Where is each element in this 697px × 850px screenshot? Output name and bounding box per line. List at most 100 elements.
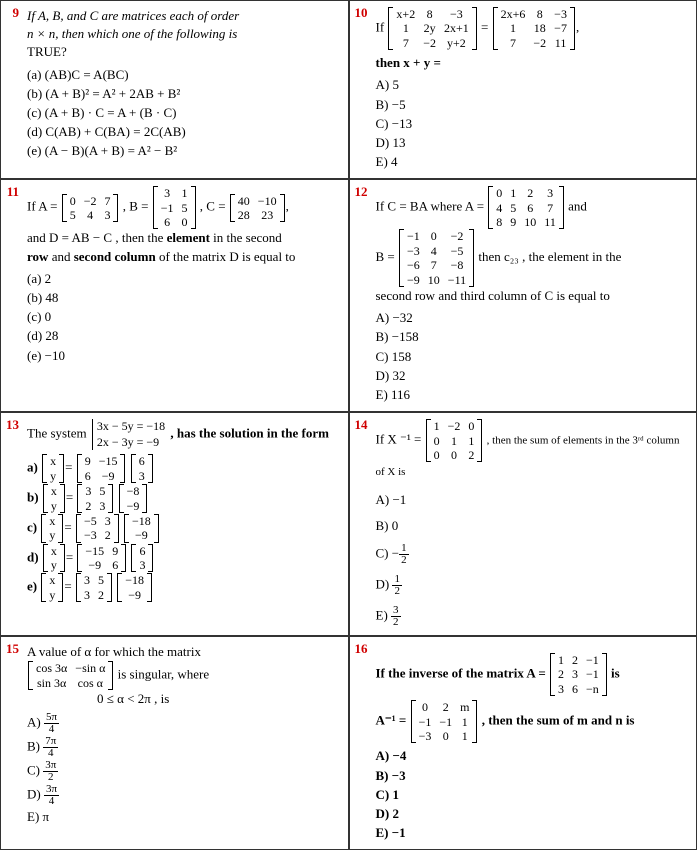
q13-a-m2: 63	[131, 454, 153, 483]
q15-l3: 0 ≤ α < 2π , is	[97, 690, 340, 708]
q13-s2: , has the solution in the form	[170, 426, 329, 441]
q11-a: (a) 2	[27, 270, 340, 288]
q13-eq-e: =	[64, 579, 71, 594]
q13-e-m1: 3532	[76, 573, 112, 602]
q15-Cd: 2	[43, 772, 58, 783]
q13-eq-d: =	[66, 549, 73, 564]
q13-eq-c: =	[64, 519, 71, 534]
q11-l2b: element	[167, 230, 210, 245]
q14-Cneg: −	[392, 546, 399, 561]
q15-Dlab: D)	[27, 787, 44, 802]
q13-xy-d: xy	[43, 544, 65, 573]
q9-l2: n × n, then which one of the following i…	[27, 26, 237, 41]
q10-eq: =	[481, 20, 488, 35]
q10-comma: ,	[576, 20, 579, 35]
q11-l2c: in the second	[210, 230, 282, 245]
qnum-9: 9	[0, 5, 19, 21]
q11-l3c: second column	[74, 249, 156, 264]
q14-Ed: 2	[391, 617, 401, 628]
q11-e: (e) −10	[27, 347, 340, 365]
q12-C: C) 158	[376, 348, 689, 366]
question-14: 14 If X ⁻¹ = 1−20011002 , then the sum o…	[349, 412, 697, 636]
qnum-15: 15	[0, 641, 19, 657]
q9-c: (c) (A + B) · C = A + (B · C)	[27, 104, 340, 122]
qnum-16: 16	[348, 641, 368, 657]
q9-l1: If A, B, and C are matrices each of orde…	[27, 8, 239, 23]
q16-p2: A⁻¹ =	[376, 713, 407, 728]
q9-a: (a) (AB)C = A(BC)	[27, 66, 340, 84]
q9-b: (b) (A + B)² = A² + 2AB + B²	[27, 85, 340, 103]
q11-b: (b) 48	[27, 289, 340, 307]
question-12: 12 If C = BA where A = 01234567891011 an…	[349, 179, 697, 412]
question-13: 13 The system 3x − 5y = −18 2x − 3y = −9…	[0, 412, 349, 636]
q10-D: D) 13	[376, 134, 689, 152]
q13-lc: c)	[27, 519, 37, 534]
q16-mAi: 02m−1−11−301	[411, 700, 478, 743]
q12-B: B) −158	[376, 328, 689, 346]
q14-B: B) 0	[376, 517, 689, 535]
q12-p1: If C = BA where A =	[376, 199, 485, 214]
q13-d-m1: −159−96	[77, 544, 126, 573]
q14-p2: , then the sum of elements in the 3ʳᵈ co…	[376, 435, 680, 479]
q11-l2a: and D = AB − C , then the	[27, 230, 167, 245]
q13-ld: d)	[27, 549, 39, 564]
q15-E: E) π	[27, 808, 340, 826]
q16-D: D) 2	[376, 806, 399, 821]
q12-p2: then c₂₃ , the element in the	[478, 249, 621, 264]
q15-m: cos 3α−sin αsin 3αcos α	[28, 661, 113, 690]
q15-Blab: B)	[27, 739, 43, 754]
q14-Efrac: 32	[391, 605, 401, 628]
q15-Cf: 3π2	[43, 760, 58, 783]
q13-a-m1: 9−156−9	[77, 454, 126, 483]
question-16: 16 If the inverse of the matrix A = 12−1…	[349, 636, 697, 850]
q14-Dlab: D)	[376, 577, 393, 592]
q13-e-m2: −18−9	[117, 573, 152, 602]
q15-Bd: 4	[43, 748, 58, 759]
q12-mA: 01234567891011	[488, 186, 564, 229]
q14-Dd: 2	[392, 586, 402, 597]
q12-Beq: B =	[376, 249, 395, 264]
q16-p1: If the inverse of the matrix A =	[376, 666, 546, 681]
question-15: 15 A value of α for which the matrix cos…	[0, 636, 349, 850]
q13-eq-a: =	[65, 460, 72, 475]
q11-mA: 0−27543	[62, 194, 119, 223]
q11-if: If A =	[27, 199, 57, 214]
q12-mB: −10−2−34−5−67−8−910−11	[399, 229, 474, 287]
q11-mB: 31−1560	[153, 186, 196, 229]
question-9: 9 If A, B, and C are matrices each of or…	[0, 0, 349, 179]
q16-B: B) −3	[376, 768, 406, 783]
q14-p1: If X ⁻¹ =	[376, 432, 422, 447]
q15-Clab: C)	[27, 763, 43, 778]
q15-Ad: 4	[44, 724, 59, 735]
q11-Ceq: , C =	[200, 199, 226, 214]
q13-sys: 3x − 5y = −18 2x − 3y = −9	[92, 419, 165, 450]
q13-lb: b)	[27, 490, 39, 505]
q14-A: A) −1	[376, 491, 689, 509]
q10-E: E) 4	[376, 153, 689, 171]
q14-Elab: E)	[376, 608, 392, 623]
q15-l2: is singular, where	[118, 667, 210, 682]
question-10: 10 If x+28−312y2x+17−2y+2 = 2x+68−3118−7…	[349, 0, 697, 179]
q16-A: A) −4	[376, 748, 407, 763]
q13-xy-e: xy	[41, 573, 63, 602]
q15-Df: 3π4	[44, 784, 59, 807]
q12-A: A) −32	[376, 309, 689, 327]
qnum-14: 14	[348, 417, 368, 433]
q13-xy-c: xy	[41, 514, 63, 543]
q14-Dfrac: 12	[392, 574, 402, 597]
q13-c-m1: −53−32	[76, 514, 119, 543]
q11-comma: ,	[286, 199, 289, 214]
q13-sys1: 3x − 5y = −18	[97, 419, 165, 435]
q15-Bf: 7π4	[43, 736, 58, 759]
q14-Cd: 2	[399, 555, 409, 566]
q10-A: A) 5	[376, 76, 689, 94]
q16-mA: 12−123−136−n	[550, 653, 607, 696]
q14-mX: 1−20011002	[426, 419, 483, 462]
question-11: 11 If A = 0−27543 , B = 31−1560 , C = 40…	[0, 179, 349, 412]
q11-l3b: and	[48, 249, 73, 264]
q14-Cfrac: 12	[399, 543, 409, 566]
q13-c-m2: −18−9	[124, 514, 159, 543]
q12-p3: second row and third column of C is equa…	[376, 287, 689, 305]
q16-C: C) 1	[376, 787, 399, 802]
qnum-13: 13	[0, 417, 19, 433]
